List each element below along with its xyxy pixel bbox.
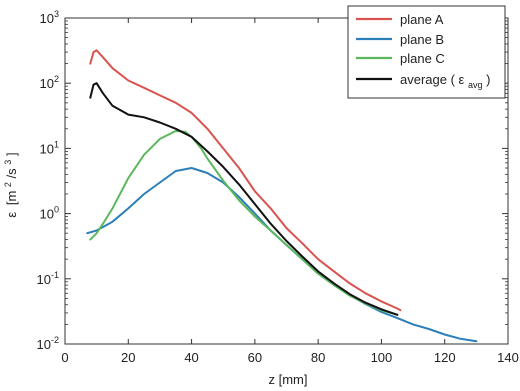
series-line-plane-a xyxy=(89,49,402,312)
y-axis-label-symbol: ε xyxy=(4,212,19,218)
legend-label-average: average ( ε avg ) xyxy=(400,72,490,91)
legend-label-plane-b: plane B xyxy=(400,32,444,47)
x-tick-label: 140 xyxy=(497,350,519,365)
legend-label-average-text: average ( xyxy=(400,72,456,87)
legend-label-average-symbol: ε xyxy=(459,72,465,87)
legend-label-average-close: ) xyxy=(486,72,490,87)
y-axis-label-mid: /s xyxy=(4,168,19,179)
y-tick-label: 103 xyxy=(40,9,59,26)
legend-label-plane-a: plane A xyxy=(400,12,444,27)
y-axis-label-exp2: 3 xyxy=(3,160,13,165)
series-lines xyxy=(86,49,478,343)
svg-text:ε [m 2 /s: ε [m 2 /s 3 ] xyxy=(0,152,19,217)
series-line-average xyxy=(89,82,399,316)
legend-label-plane-c: plane C xyxy=(400,51,445,66)
y-axis-label-unit-open: [m xyxy=(4,191,19,205)
y-tick-label: 100 xyxy=(40,205,59,222)
y-axis-label-unit-close: ] xyxy=(4,152,19,156)
x-tick-label: 20 xyxy=(121,350,135,365)
x-tick-label: 0 xyxy=(61,350,68,365)
y-tick-labels: 10-2 10-1 100 101 102 103 xyxy=(37,9,59,352)
x-tick-label: 60 xyxy=(248,350,262,365)
x-tick-label: 40 xyxy=(184,350,198,365)
y-tick-label: 10-1 xyxy=(37,270,59,287)
series-line-plane-c xyxy=(89,130,399,316)
y-tick-label: 101 xyxy=(40,139,59,156)
y-axis-label: ε [m 2 /s 3 ] xyxy=(0,152,19,217)
x-tick-label: 80 xyxy=(311,350,325,365)
legend: plane A plane B plane C average ( ε avg … xyxy=(347,5,506,99)
legend-box xyxy=(347,5,506,99)
x-tick-labels: 0 20 40 60 80 100 120 140 xyxy=(61,350,518,365)
y-axis-label-exp1: 2 xyxy=(3,182,13,187)
y-tick-label: 10-2 xyxy=(37,335,59,352)
x-tick-label: 120 xyxy=(434,350,456,365)
x-tick-label: 100 xyxy=(371,350,393,365)
legend-label-average-sub: avg xyxy=(468,80,483,90)
y-tick-label: 102 xyxy=(40,74,59,91)
x-axis-label: z [mm] xyxy=(269,372,308,387)
